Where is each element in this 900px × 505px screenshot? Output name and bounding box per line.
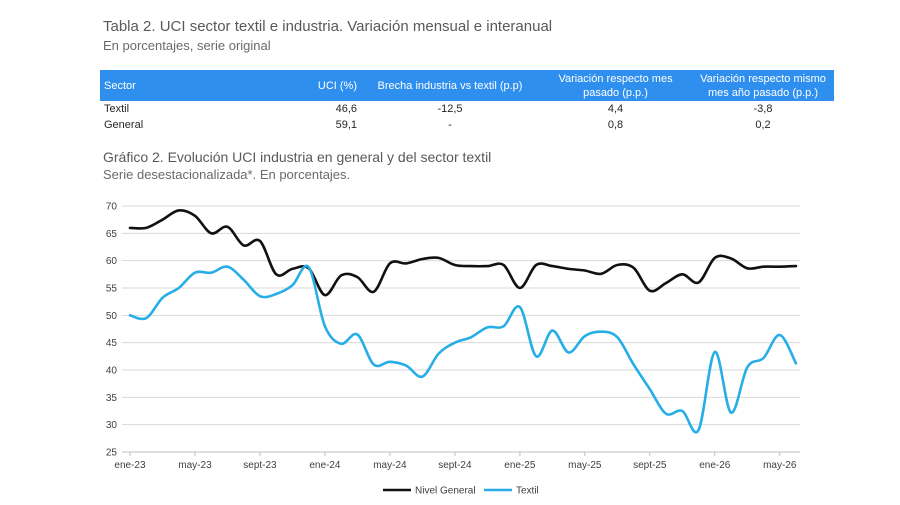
x-tick-label: sept-24 bbox=[438, 460, 472, 471]
line-chart: 25 30 35 40 45 50 55 60 65 70 ene-23 may-23 sept-23… bbox=[106, 202, 800, 497]
x-tick-label: ene-25 bbox=[504, 460, 536, 471]
y-tick-label: 50 bbox=[106, 311, 118, 322]
cell-variacion-mes: 0,8 bbox=[607, 119, 624, 131]
x-axis: ene-23 may-23 sept-23 ene-24 may-24 sept-24 en… bbox=[114, 451, 800, 471]
chart-legend: Nivel General Textil bbox=[383, 486, 539, 497]
x-tick-label: sept-25 bbox=[633, 460, 667, 471]
header-uci: UCI (%) bbox=[258, 70, 361, 101]
y-axis: 25 30 35 40 45 50 55 60 65 70 bbox=[106, 202, 118, 459]
x-tick-label: ene-24 bbox=[309, 460, 341, 471]
x-tick-label: ene-26 bbox=[699, 460, 731, 471]
cell-variacion-mes: 4,4 bbox=[607, 103, 624, 115]
y-tick-label: 30 bbox=[106, 420, 118, 431]
table-header-row: Sector UCI (%) Brecha industria vs texti… bbox=[100, 70, 834, 101]
cell-sector: General bbox=[104, 119, 144, 131]
chart-title: Gráfico 2. Evolución UCI industria en ge… bbox=[103, 149, 492, 165]
y-tick-label: 25 bbox=[106, 448, 118, 459]
y-tick-label: 70 bbox=[106, 202, 118, 213]
legend-label-nivel-general: Nivel General bbox=[415, 486, 476, 497]
x-tick-label: may-26 bbox=[763, 460, 797, 471]
y-tick-label: 45 bbox=[106, 338, 118, 349]
x-tick-label: sept-23 bbox=[243, 460, 277, 471]
header-sector: Sector bbox=[100, 70, 258, 101]
chart-subtitle: Serie desestacionalizada*. En porcentaje… bbox=[103, 167, 351, 182]
chart-lines bbox=[128, 208, 798, 434]
y-tick-label: 35 bbox=[106, 393, 118, 404]
table-subtitle: En porcentajes, serie original bbox=[103, 38, 271, 53]
x-tick-label: may-23 bbox=[178, 460, 212, 471]
header-variacion-anual: Variación respecto mismo mes año pasado … bbox=[692, 70, 834, 101]
y-tick-label: 65 bbox=[106, 229, 118, 240]
cell-uci: 46,6 bbox=[335, 103, 357, 115]
header-variacion-mes: Variación respecto mes pasado (p.p.) bbox=[539, 70, 692, 101]
x-tick-label: may-24 bbox=[373, 460, 407, 471]
x-tick-label: may-25 bbox=[568, 460, 602, 471]
y-tick-label: 40 bbox=[106, 366, 118, 377]
cell-variacion-anual: 0,2 bbox=[755, 119, 771, 131]
chart-grid bbox=[122, 205, 800, 453]
table-title: Tabla 2. UCI sector textil e industria. … bbox=[103, 18, 553, 35]
header-brecha: Brecha industria vs textil (p.p) bbox=[361, 70, 539, 101]
cell-variacion-anual: -3,8 bbox=[753, 103, 773, 115]
x-tick-label: ene-23 bbox=[114, 460, 146, 471]
cell-brecha: - bbox=[448, 119, 452, 131]
table-row: Textil 46,6 -12,5 4,4 -3,8 bbox=[100, 101, 834, 117]
legend-label-textil: Textil bbox=[516, 486, 539, 497]
y-tick-label: 60 bbox=[106, 256, 118, 267]
uci-table: Sector UCI (%) Brecha industria vs texti… bbox=[100, 70, 834, 133]
series-line-textil bbox=[128, 264, 798, 434]
cell-uci: 59,1 bbox=[335, 119, 357, 131]
y-tick-label: 55 bbox=[106, 284, 118, 295]
cell-sector: Textil bbox=[104, 103, 130, 115]
table-row: General 59,1 - 0,8 0,2 bbox=[100, 117, 834, 133]
series-line-nivel-general bbox=[128, 208, 798, 297]
cell-brecha: -12,5 bbox=[437, 103, 463, 115]
